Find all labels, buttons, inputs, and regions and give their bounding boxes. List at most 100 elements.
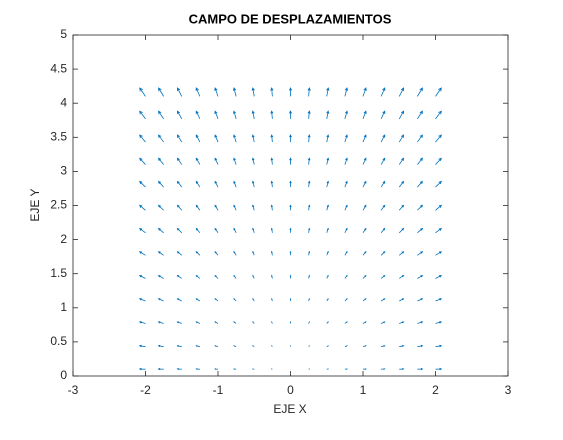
arrow <box>214 345 219 348</box>
arrow <box>362 321 367 324</box>
arrow <box>289 274 292 279</box>
arrow <box>435 298 443 302</box>
x-tick-label: -3 <box>68 383 79 397</box>
arrow <box>380 157 386 165</box>
arrow <box>362 227 367 234</box>
arrow <box>195 251 201 256</box>
arrow <box>344 180 348 188</box>
arrow <box>251 134 255 143</box>
arrow <box>176 110 183 120</box>
arrow <box>326 87 330 97</box>
arrow <box>214 368 219 370</box>
arrow <box>344 157 348 165</box>
arrow <box>362 345 367 348</box>
arrow <box>157 321 164 324</box>
arrow <box>214 157 219 165</box>
arrow <box>176 134 183 143</box>
arrow <box>176 227 183 234</box>
arrow <box>399 321 405 324</box>
arrow <box>138 298 146 302</box>
arrow <box>362 87 367 97</box>
arrow <box>195 134 201 143</box>
arrow <box>289 250 292 256</box>
arrow <box>176 204 183 211</box>
arrow <box>417 321 424 324</box>
arrow <box>158 134 164 143</box>
arrow <box>195 321 201 324</box>
arrow <box>271 321 273 324</box>
arrow <box>270 227 273 233</box>
arrow <box>138 227 146 234</box>
arrow <box>344 87 349 97</box>
arrow <box>271 274 273 279</box>
arrow <box>307 180 311 188</box>
arrow <box>344 110 348 119</box>
x-tick-label: 2 <box>432 383 439 397</box>
arrow <box>233 157 237 165</box>
arrow <box>398 157 405 165</box>
arrow <box>380 321 386 324</box>
arrow <box>176 298 182 302</box>
arrow <box>435 367 443 371</box>
arrow <box>251 87 255 97</box>
arrow <box>344 321 348 324</box>
arrow <box>138 367 146 371</box>
arrow <box>195 298 201 302</box>
arrow <box>326 180 330 188</box>
arrow <box>233 250 237 256</box>
arrow <box>398 204 405 211</box>
arrow <box>344 204 348 211</box>
arrow <box>214 87 219 97</box>
arrow <box>380 274 386 279</box>
arrow <box>214 227 219 234</box>
arrow <box>362 250 367 256</box>
arrow <box>252 204 255 211</box>
arrow <box>176 251 183 256</box>
arrow <box>233 134 237 143</box>
arrow <box>195 110 201 120</box>
arrow <box>435 204 442 211</box>
arrow <box>307 87 311 97</box>
arrow <box>252 250 255 256</box>
arrow <box>214 250 219 256</box>
arrow <box>233 204 237 211</box>
arrow <box>271 345 273 347</box>
arrow <box>251 180 255 188</box>
arrow <box>270 180 274 188</box>
arrow <box>435 87 442 97</box>
x-tick-label: -2 <box>140 383 151 397</box>
arrow <box>233 110 237 119</box>
arrow <box>380 134 386 143</box>
arrow <box>176 180 183 188</box>
arrow <box>307 134 311 143</box>
arrow <box>195 227 201 234</box>
arrow <box>326 321 329 324</box>
arrow <box>157 344 164 348</box>
arrow <box>195 204 201 211</box>
arrow <box>289 227 292 233</box>
arrow <box>214 180 219 188</box>
arrow <box>417 204 424 211</box>
arrow <box>326 157 330 165</box>
arrow <box>399 368 405 371</box>
arrow <box>381 345 386 348</box>
arrow <box>289 180 292 188</box>
arrow <box>417 367 424 371</box>
arrow <box>308 321 310 324</box>
arrow <box>344 345 348 348</box>
y-tick-label: 0.5 <box>50 334 67 348</box>
arrow <box>157 227 164 234</box>
arrow <box>157 275 164 279</box>
arrow <box>362 110 367 120</box>
arrow <box>138 251 146 256</box>
arrow <box>195 157 201 165</box>
arrow <box>252 297 255 302</box>
arrow <box>326 345 329 348</box>
arrow <box>158 87 164 97</box>
x-tick-label: -1 <box>213 383 224 397</box>
arrow <box>398 251 405 256</box>
arrow <box>195 368 200 370</box>
arrow <box>139 157 146 165</box>
